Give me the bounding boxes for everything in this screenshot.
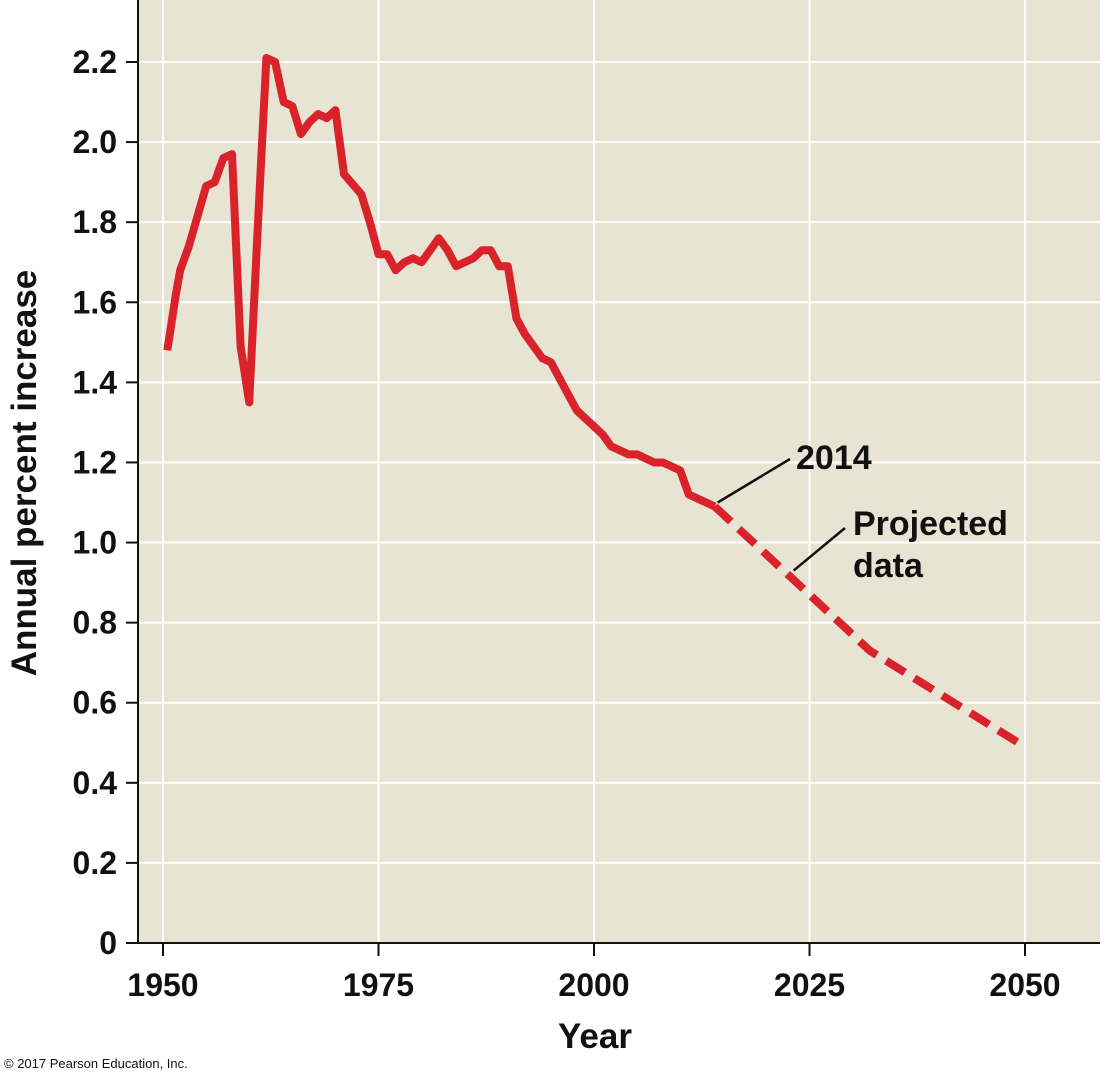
- annotation-2014-leader: [717, 457, 791, 504]
- y-tick-label: 0.8: [73, 605, 117, 641]
- y-tick-label: 2.0: [73, 124, 117, 160]
- annotation-2014-label: 2014: [796, 439, 872, 477]
- y-tick-label: 0.6: [73, 685, 117, 721]
- annotations: 2014 Projected data: [717, 439, 1008, 585]
- y-tick-label: 1.2: [73, 444, 117, 480]
- y-tick-label: 2.2: [73, 44, 117, 80]
- y-tick-label: 0: [99, 925, 117, 961]
- x-tick-label: 2000: [558, 967, 629, 1003]
- projected-series-line: [711, 503, 1028, 751]
- y-tick-label: 0.2: [73, 845, 117, 881]
- annotation-projected-label: Projected: [853, 505, 1008, 543]
- copyright-text: © 2017 Pearson Education, Inc.: [4, 1056, 188, 1071]
- y-tick-label: 0.4: [73, 765, 118, 801]
- x-tick-label: 2025: [774, 967, 845, 1003]
- x-axis-title: Year: [558, 1017, 632, 1056]
- series-group: [163, 54, 1028, 751]
- x-axis-ticks: 1950 1975 2000 2025 2050: [127, 943, 1061, 1003]
- x-tick-label: 1950: [127, 967, 198, 1003]
- annotation-projected-leader: [792, 527, 846, 572]
- axes: [137, 0, 1100, 944]
- y-axis-title: Annual percent increase: [5, 270, 44, 677]
- annotation-projected-label: data: [853, 547, 924, 585]
- y-tick-label: 1.4: [73, 364, 118, 400]
- plot-background: [138, 0, 1100, 943]
- historical-series-line: [163, 54, 717, 511]
- y-tick-label: 1.6: [73, 284, 117, 320]
- y-tick-label: 1.8: [73, 204, 117, 240]
- x-tick-label: 2050: [989, 967, 1060, 1003]
- y-axis-ticks: 0 0.2 0.4 0.6 0.8 1.0 1.2 1.4 1.6 1.8 2.0 2.2: [73, 44, 138, 961]
- y-tick-label: 1.0: [73, 525, 117, 561]
- x-tick-label: 1975: [343, 967, 414, 1003]
- grid-lines: [138, 0, 1100, 943]
